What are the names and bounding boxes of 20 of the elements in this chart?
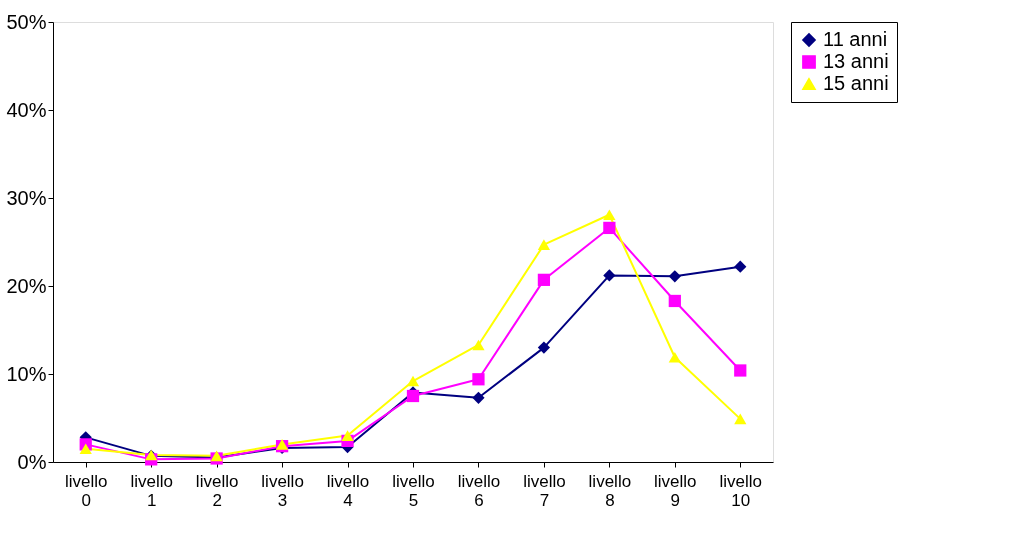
y-tick-label: 10%	[6, 362, 47, 385]
y-tick-label: 0%	[17, 450, 47, 473]
x-tick-label: livello 3	[261, 471, 304, 510]
y-tick-label: 40%	[6, 98, 47, 121]
x-tick-label: livello 7	[523, 471, 566, 510]
x-tick-label: livello 9	[654, 471, 697, 510]
x-tick-label: livello 1	[130, 471, 173, 510]
x-tick-label: livello 2	[195, 471, 239, 510]
legend-label: 15 anni	[823, 72, 889, 94]
x-tick-label: livello 6	[457, 471, 501, 510]
x-tick-label: livello 0	[64, 471, 108, 510]
y-tick-label: 50%	[6, 10, 47, 33]
x-tick-label: livello 10	[719, 471, 763, 510]
legend-label: 11 anni	[823, 28, 888, 50]
x-tick-label: livello 8	[588, 471, 632, 510]
x-tick-label: livello 4	[326, 471, 370, 510]
y-tick-label: 20%	[6, 274, 47, 297]
y-tick-label: 30%	[6, 186, 47, 209]
legend-label: 13 anni	[823, 50, 889, 72]
x-tick-label: livello 5	[392, 471, 435, 510]
